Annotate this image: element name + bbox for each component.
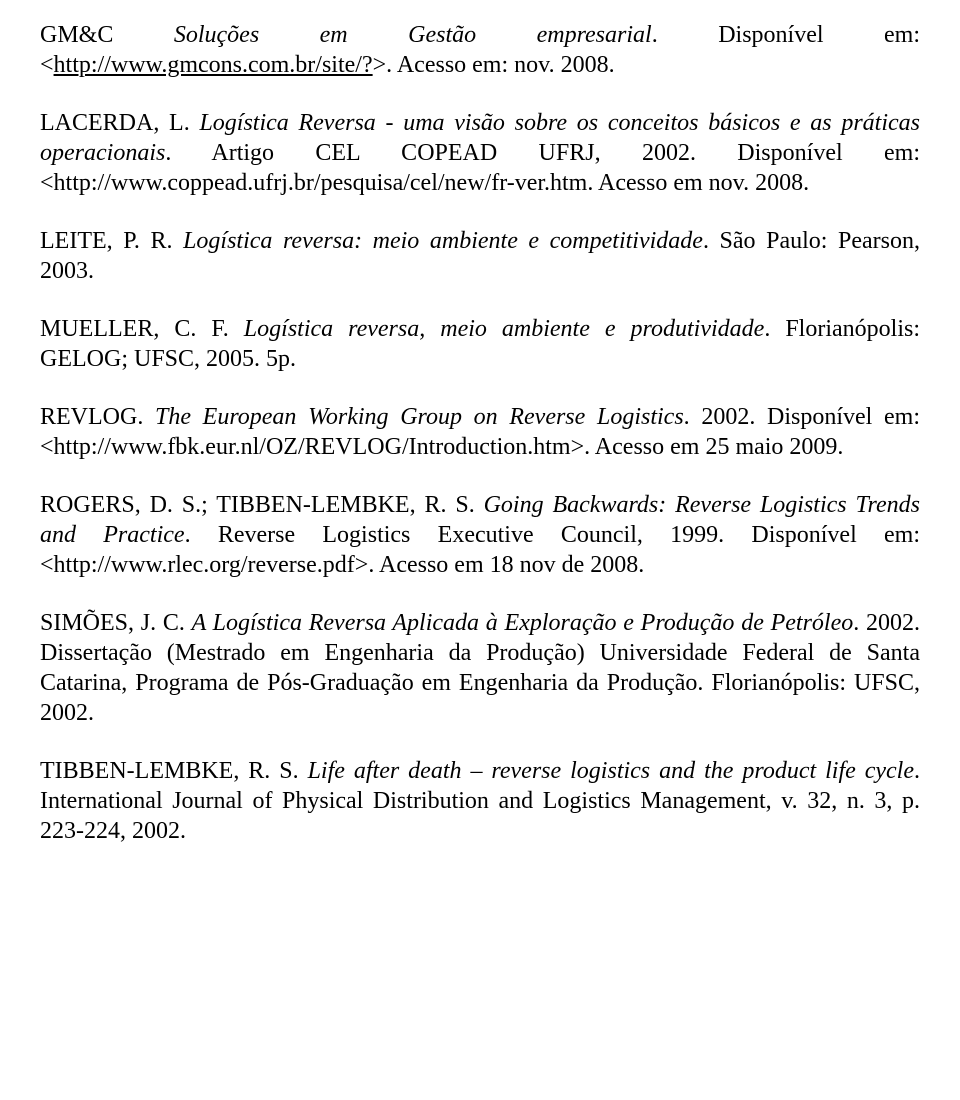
ref-title: A Logística Reversa Aplicada à Exploraçã… xyxy=(192,610,854,636)
reference-gmc: GM&C Soluções em Gestão empresarial. Dis… xyxy=(40,20,920,80)
ref-url: http://www.gmcons.com.br/site/? xyxy=(54,52,373,78)
ref-post: . Artigo CEL COPEAD UFRJ, 2002. Disponív… xyxy=(40,140,920,196)
ref-author: MUELLER, C. F. xyxy=(40,316,244,342)
ref-author: REVLOG. xyxy=(40,404,155,430)
reference-simoes: SIMÕES, J. C. A Logística Reversa Aplica… xyxy=(40,608,920,728)
ref-title: The European Working Group on Reverse Lo… xyxy=(155,404,684,430)
reference-tibben: TIBBEN-LEMBKE, R. S. Life after death – … xyxy=(40,756,920,846)
ref-author: ROGERS, D. S.; TIBBEN-LEMBKE, R. S. xyxy=(40,492,484,518)
ref-title: Soluções em Gestão empresarial xyxy=(174,22,652,48)
ref-author: LEITE, P. R. xyxy=(40,228,183,254)
ref-author: SIMÕES, J. C. xyxy=(40,610,192,636)
ref-pre: GM&C xyxy=(40,22,174,48)
reference-mueller: MUELLER, C. F. Logística reversa, meio a… xyxy=(40,314,920,374)
ref-title: Logística reversa: meio ambiente e compe… xyxy=(183,228,703,254)
ref-author: TIBBEN-LEMBKE, R. S. xyxy=(40,758,308,784)
reference-revlog: REVLOG. The European Working Group on Re… xyxy=(40,402,920,462)
reference-leite: LEITE, P. R. Logística reversa: meio amb… xyxy=(40,226,920,286)
ref-author: LACERDA, L. xyxy=(40,110,199,136)
ref-post2: >. Acesso em: nov. 2008. xyxy=(373,52,615,78)
ref-title: Logística reversa, meio ambiente e produ… xyxy=(244,316,765,342)
ref-title: Life after death – reverse logistics and… xyxy=(308,758,914,784)
reference-rogers: ROGERS, D. S.; TIBBEN-LEMBKE, R. S. Goin… xyxy=(40,490,920,580)
reference-lacerda: LACERDA, L. Logística Reversa - uma visã… xyxy=(40,108,920,198)
